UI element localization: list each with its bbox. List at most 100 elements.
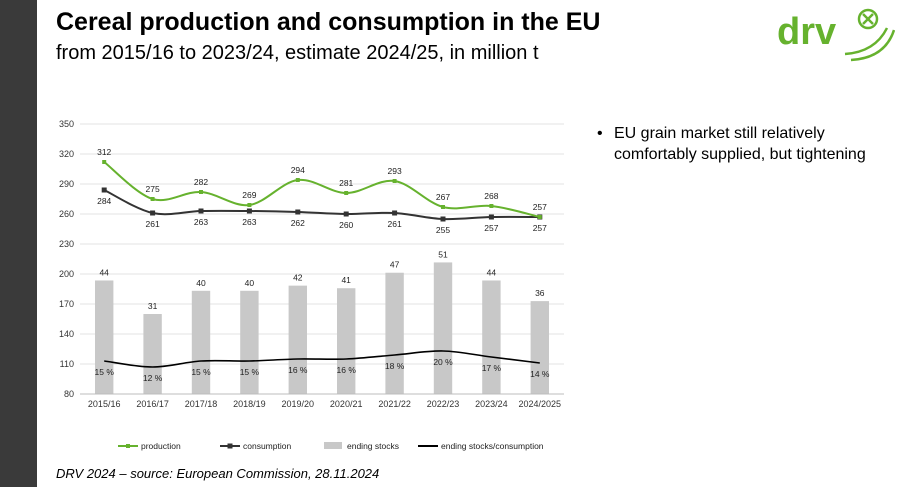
production-marker xyxy=(537,215,542,219)
consumption-marker xyxy=(392,210,398,216)
production-label: 267 xyxy=(436,192,450,202)
ending-stocks-bar xyxy=(288,285,307,394)
y-tick-label: 110 xyxy=(60,359,74,369)
production-marker xyxy=(344,191,349,195)
x-tick-label: 2024/2025 xyxy=(519,399,562,409)
consumption-marker xyxy=(150,210,156,216)
legend-label: ending stocks xyxy=(347,441,399,451)
consumption-marker xyxy=(295,209,301,215)
axes: 80 110 140 170 200 230 260 290 320 350 2015/16 2016… xyxy=(59,119,564,409)
consumption-marker xyxy=(488,214,494,220)
cross-circle-icon xyxy=(844,8,895,62)
production-marker xyxy=(392,179,397,183)
production-marker xyxy=(489,204,494,208)
ending-stocks-bar xyxy=(240,290,259,394)
y-tick-label: 140 xyxy=(59,329,74,339)
production-marker xyxy=(441,205,445,209)
production-label: 281 xyxy=(339,178,353,188)
y-tick-label: 260 xyxy=(59,209,74,219)
y-tick-label: 290 xyxy=(59,179,74,189)
production-marker xyxy=(199,190,203,194)
consumption-line xyxy=(103,189,540,221)
page-title: Cereal production and consumption in the… xyxy=(56,8,601,36)
x-tick-label: 2022/23 xyxy=(427,399,460,409)
x-tick-label: 2018/19 xyxy=(233,399,266,409)
ratio-label: 12 % xyxy=(143,373,163,383)
ratio-label: 16 % xyxy=(337,365,357,375)
ending-stocks-bar xyxy=(95,280,114,394)
y-tick-label: 170 xyxy=(59,299,74,309)
production-marker xyxy=(247,203,252,207)
bullet-list: • EU grain market still relatively comfo… xyxy=(597,123,897,165)
ending-stocks-label: 31 xyxy=(148,301,158,311)
x-tick-label: 2021/22 xyxy=(378,399,411,409)
x-tick-label: 2016/17 xyxy=(136,399,169,409)
bullet-dot-icon: • xyxy=(597,125,603,142)
consumption-marker xyxy=(440,216,446,222)
ratio-label: 15 % xyxy=(95,367,115,377)
consumption-label: 261 xyxy=(388,219,402,229)
consumption-marker xyxy=(246,208,252,214)
production-label: 275 xyxy=(146,184,160,194)
x-tick-label: 2023/24 xyxy=(475,399,508,409)
ending-stocks-bar xyxy=(433,262,453,394)
ending-stocks-bar xyxy=(337,288,356,394)
consumption-label: 262 xyxy=(291,218,305,228)
ending-stocks-label: 42 xyxy=(293,273,303,283)
consumption-label: 260 xyxy=(339,220,353,230)
consumption-label: 257 xyxy=(484,223,498,233)
data-labels: 44 31 40 40 42 41 47 51 44 36 15 % 12 % 15 % 15 % 16 %… xyxy=(95,147,550,383)
consumption-label: 255 xyxy=(436,225,450,235)
ending-stocks-bar xyxy=(191,290,211,394)
consumption-label: 263 xyxy=(194,217,208,227)
production-label: 257 xyxy=(533,202,547,212)
production-label: 269 xyxy=(242,190,256,200)
production-label: 293 xyxy=(388,166,402,176)
consumption-label: 261 xyxy=(146,219,160,229)
ratio-label: 14 % xyxy=(530,369,550,379)
ending-stocks-bar xyxy=(482,280,501,394)
ratio-label: 17 % xyxy=(482,363,502,373)
ratio-label: 20 % xyxy=(433,357,453,367)
production-line xyxy=(103,161,541,218)
ending-stocks-bar xyxy=(385,272,404,394)
legend-label: ending stocks/consumption xyxy=(441,441,544,451)
logo-text: drv xyxy=(777,11,836,53)
legend-marker xyxy=(227,443,233,449)
legend: production consumption ending stocks ending… xyxy=(118,441,544,451)
ending-stocks-label: 44 xyxy=(99,267,109,277)
x-tick-label: 2015/16 xyxy=(88,399,121,409)
production-marker xyxy=(295,178,300,182)
production-label: 312 xyxy=(97,147,111,157)
y-tick-label: 200 xyxy=(59,269,74,279)
series-lines xyxy=(101,160,543,368)
consumption-marker xyxy=(343,211,349,217)
production-marker xyxy=(102,160,107,164)
production-marker xyxy=(150,197,155,201)
ratio-label: 15 % xyxy=(240,367,260,377)
consumption-label: 263 xyxy=(242,217,256,227)
ending-stocks-bars xyxy=(95,262,549,394)
ratio-line xyxy=(104,350,540,368)
ending-stocks-bar xyxy=(530,301,549,394)
production-label: 268 xyxy=(484,191,498,201)
consumption-marker xyxy=(198,208,204,214)
ending-stocks-bar xyxy=(143,314,162,394)
page-subtitle: from 2015/16 to 2023/24, estimate 2024/2… xyxy=(56,42,539,64)
legend-marker xyxy=(126,444,130,448)
subtitle-mask xyxy=(606,38,666,72)
production-label: 294 xyxy=(291,165,305,175)
x-tick-label: 2019/20 xyxy=(282,399,315,409)
y-tick-label: 320 xyxy=(59,149,74,159)
ending-stocks-label: 44 xyxy=(487,267,497,277)
consumption-marker xyxy=(101,187,107,193)
y-tick-label: 230 xyxy=(59,239,74,249)
ending-stocks-label: 40 xyxy=(245,278,255,288)
ending-stocks-label: 47 xyxy=(390,260,400,270)
consumption-label: 284 xyxy=(97,196,111,206)
y-tick-label: 80 xyxy=(64,389,74,399)
ending-stocks-label: 40 xyxy=(196,278,206,288)
bullet-item: EU grain market still relatively comfort… xyxy=(614,125,866,163)
ending-stocks-label: 36 xyxy=(535,288,545,298)
ratio-label: 18 % xyxy=(385,361,405,371)
